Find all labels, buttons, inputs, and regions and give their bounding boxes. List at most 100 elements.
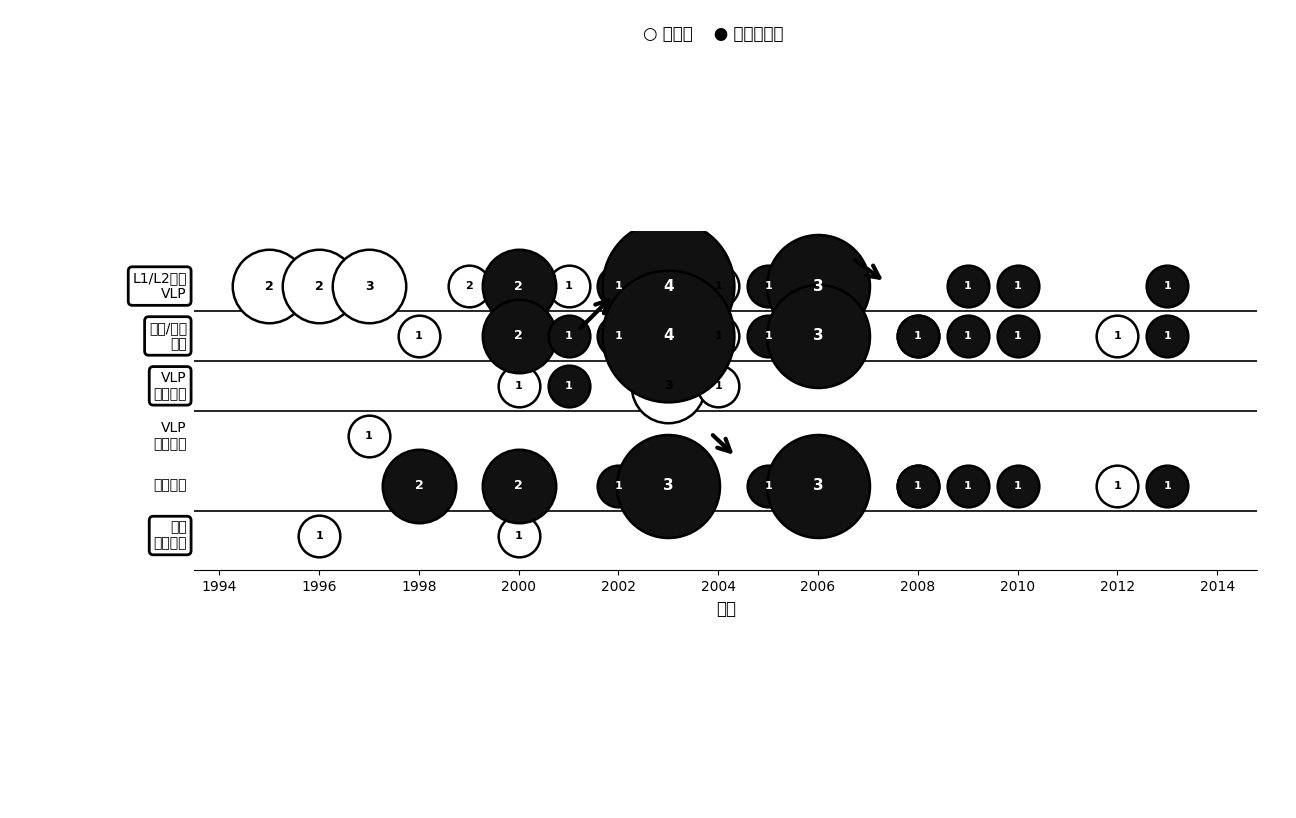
- Text: 1: 1: [415, 481, 422, 491]
- Point: [308, 529, 329, 542]
- Point: [508, 479, 529, 492]
- Point: [658, 280, 679, 293]
- Point: [807, 330, 828, 343]
- Text: 1: 1: [415, 331, 422, 341]
- Point: [658, 380, 679, 393]
- Text: 1: 1: [714, 331, 722, 341]
- Point: [758, 330, 779, 343]
- Point: [508, 280, 529, 293]
- Text: 1: 1: [614, 331, 622, 341]
- Point: [608, 479, 629, 492]
- Text: 3: 3: [664, 380, 673, 393]
- Point: [958, 479, 978, 492]
- Text: 2: 2: [515, 280, 524, 293]
- Point: [559, 280, 579, 293]
- Point: [658, 330, 679, 343]
- Point: [907, 330, 928, 343]
- Point: [758, 479, 779, 492]
- Text: 1: 1: [515, 281, 522, 291]
- Text: 2: 2: [515, 330, 524, 343]
- Point: [408, 479, 429, 492]
- Point: [658, 330, 679, 343]
- Point: [658, 479, 679, 492]
- Text: 3: 3: [665, 331, 673, 341]
- Text: 1: 1: [765, 331, 772, 341]
- Text: 2: 2: [515, 479, 524, 492]
- Point: [1007, 479, 1028, 492]
- Text: 1: 1: [565, 381, 573, 391]
- Point: [807, 280, 828, 293]
- Text: 1: 1: [365, 431, 373, 441]
- Text: 2: 2: [465, 281, 473, 291]
- Text: ○ 默沙东    ● 葛兰素史克: ○ 默沙东 ● 葛兰素史克: [643, 25, 783, 43]
- Point: [508, 380, 529, 393]
- Text: 1: 1: [964, 281, 972, 291]
- Text: 1: 1: [914, 331, 921, 341]
- Point: [708, 380, 728, 393]
- Text: 2: 2: [515, 481, 522, 491]
- Text: 1: 1: [614, 281, 622, 291]
- Text: 1: 1: [1164, 331, 1172, 341]
- Text: 3: 3: [813, 329, 823, 344]
- Text: 1: 1: [1164, 481, 1172, 491]
- Text: 4: 4: [664, 279, 674, 294]
- Text: L1/L2蛋白
VLP: L1/L2蛋白 VLP: [132, 271, 187, 301]
- Point: [359, 280, 380, 293]
- Text: 1: 1: [964, 481, 972, 491]
- Text: 1: 1: [565, 281, 573, 291]
- Point: [1107, 330, 1128, 343]
- Point: [1157, 330, 1178, 343]
- Point: [1157, 280, 1178, 293]
- Point: [907, 330, 928, 343]
- Point: [508, 280, 529, 293]
- Point: [1107, 479, 1128, 492]
- Text: 1: 1: [1013, 481, 1021, 491]
- Point: [758, 280, 779, 293]
- Text: 1: 1: [1013, 281, 1021, 291]
- Text: 疫苗
制备工艺: 疫苗 制备工艺: [153, 520, 187, 551]
- Text: 3: 3: [664, 479, 674, 493]
- Point: [608, 280, 629, 293]
- Point: [907, 479, 928, 492]
- Point: [608, 330, 629, 343]
- Point: [408, 330, 429, 343]
- Text: 1: 1: [714, 381, 722, 391]
- Point: [559, 330, 579, 343]
- Point: [259, 280, 280, 293]
- Text: 3: 3: [665, 281, 673, 291]
- Text: 3: 3: [813, 279, 823, 294]
- Point: [658, 280, 679, 293]
- Text: 1: 1: [714, 281, 722, 291]
- Text: 3: 3: [364, 280, 373, 293]
- Point: [508, 529, 529, 542]
- Point: [508, 330, 529, 343]
- Point: [559, 380, 579, 393]
- Text: VLP
纯化方法: VLP 纯化方法: [153, 420, 187, 451]
- Text: 3: 3: [813, 479, 823, 493]
- Text: 1: 1: [1013, 331, 1021, 341]
- Point: [508, 330, 529, 343]
- Point: [708, 330, 728, 343]
- Point: [958, 280, 978, 293]
- Text: 疫苗制剂: 疫苗制剂: [153, 479, 187, 492]
- Text: 1: 1: [1113, 331, 1121, 341]
- Text: 1: 1: [914, 481, 921, 491]
- Text: 多联/多价
疫苗: 多联/多价 疫苗: [149, 321, 187, 351]
- Point: [708, 280, 728, 293]
- Text: 4: 4: [664, 329, 674, 344]
- Text: 1: 1: [1113, 481, 1121, 491]
- Text: 1: 1: [914, 481, 921, 491]
- Point: [958, 330, 978, 343]
- Text: 1: 1: [1164, 281, 1172, 291]
- Point: [459, 280, 480, 293]
- Text: 1: 1: [765, 481, 772, 491]
- Point: [907, 479, 928, 492]
- Text: 1: 1: [765, 281, 772, 291]
- Point: [359, 429, 380, 443]
- Text: 2: 2: [315, 280, 324, 293]
- Text: 1: 1: [515, 531, 522, 541]
- Point: [1157, 479, 1178, 492]
- Text: 1: 1: [565, 331, 573, 341]
- Point: [408, 479, 429, 492]
- Text: VLP
高效表达: VLP 高效表达: [153, 371, 187, 401]
